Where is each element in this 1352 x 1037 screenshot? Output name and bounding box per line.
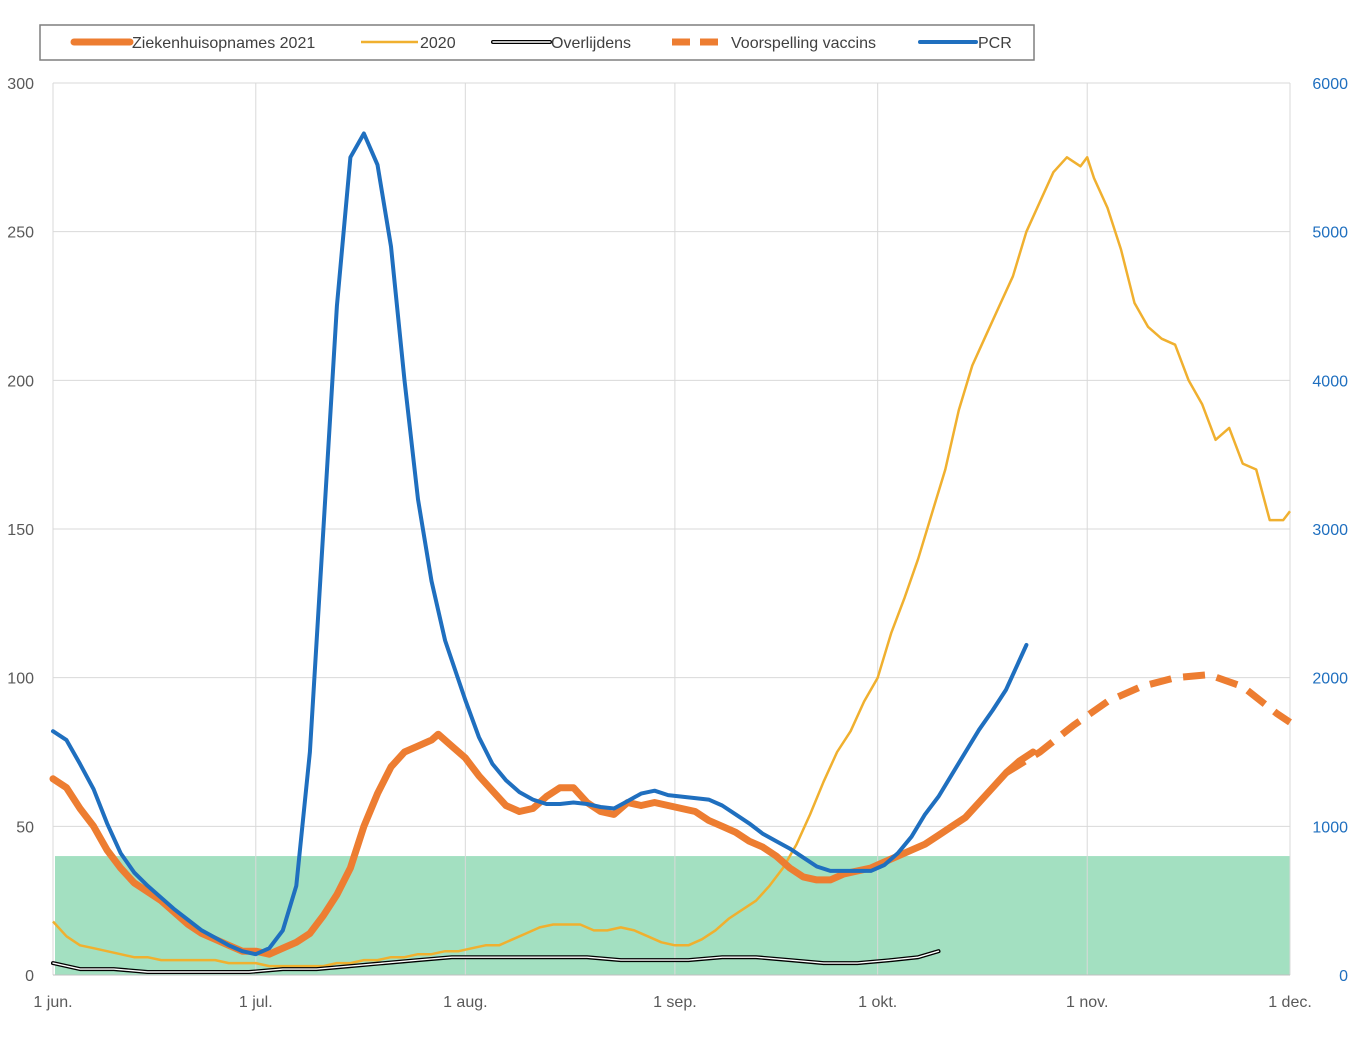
gridlines-layer bbox=[52, 82, 1291, 976]
x-tick-label: 1 jul. bbox=[239, 994, 273, 1011]
series-line-voorspelling-vaccins bbox=[1004, 671, 1292, 776]
x-tick-label: 1 dec. bbox=[1268, 994, 1312, 1011]
x-tick-label: 1 aug. bbox=[443, 994, 487, 1011]
legend-label: Overlijdens bbox=[551, 35, 631, 52]
x-tick-label: 1 okt. bbox=[858, 994, 897, 1011]
legend-item-voorspelling-vaccins: Voorspelling vaccins bbox=[672, 35, 876, 52]
right-axis-tick-labels: 0 1000 2000 3000 4000 5000 6000 bbox=[1312, 76, 1348, 985]
right-tick-label: 3000 bbox=[1312, 522, 1348, 539]
green-band bbox=[55, 856, 1290, 975]
left-tick-label: 300 bbox=[7, 76, 34, 93]
left-tick-label: 150 bbox=[7, 522, 34, 539]
legend-label: Ziekenhuisopnames 2021 bbox=[132, 35, 315, 52]
left-axis-tick-labels: 0 50 100 150 200 250 300 bbox=[7, 76, 34, 985]
x-tick-label: 1 sep. bbox=[653, 994, 697, 1011]
left-tick-label: 0 bbox=[25, 968, 34, 985]
legend-item-overlijdens: Overlijdens bbox=[491, 35, 631, 52]
series-voorspelling-vaccins bbox=[1004, 671, 1292, 776]
right-tick-label: 1000 bbox=[1312, 819, 1348, 836]
x-tick-label: 1 nov. bbox=[1066, 994, 1108, 1011]
series-line-pcr bbox=[51, 131, 1029, 957]
legend: Ziekenhuisopnames 2021 2020 Overlijdens Voo… bbox=[39, 24, 1035, 61]
right-tick-label: 5000 bbox=[1312, 225, 1348, 242]
legend-label: Voorspelling vaccins bbox=[731, 35, 876, 52]
legend-item-ziekenhuisopnames-2021: Ziekenhuisopnames 2021 bbox=[70, 35, 315, 52]
legend-item-2020: 2020 bbox=[361, 35, 456, 52]
right-tick-label: 2000 bbox=[1312, 671, 1348, 688]
series-layer bbox=[49, 131, 1292, 974]
left-tick-label: 50 bbox=[16, 819, 34, 836]
legend-item-pcr: PCR bbox=[918, 35, 1012, 52]
left-tick-label: 100 bbox=[7, 671, 34, 688]
series-line-2020 bbox=[52, 156, 1291, 968]
legend-label: PCR bbox=[978, 35, 1012, 52]
series-pcr bbox=[51, 131, 1029, 957]
green-reference-band-layer bbox=[55, 856, 1290, 975]
series-2020 bbox=[52, 156, 1291, 968]
right-tick-label: 6000 bbox=[1312, 76, 1348, 93]
left-tick-label: 200 bbox=[7, 373, 34, 390]
x-tick-label: 1 jun. bbox=[33, 994, 72, 1011]
legend-label: 2020 bbox=[420, 35, 456, 52]
right-tick-label: 0 bbox=[1339, 968, 1348, 985]
left-tick-label: 250 bbox=[7, 225, 34, 242]
right-tick-label: 4000 bbox=[1312, 373, 1348, 390]
series-line-inner-overlijdens bbox=[52, 950, 940, 973]
x-axis-tick-labels: 1 jun. 1 jul. 1 aug. 1 sep. 1 okt. 1 nov. 1 de… bbox=[33, 994, 1311, 1011]
series-overlijdens bbox=[51, 949, 941, 974]
